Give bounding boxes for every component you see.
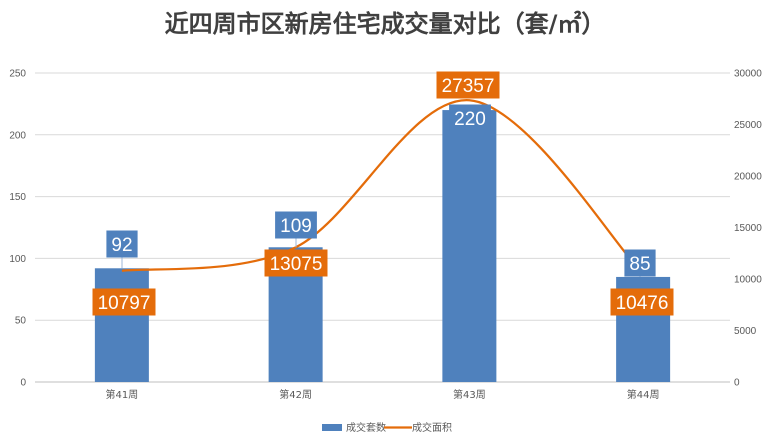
right-tick-label: 15000	[734, 223, 762, 234]
line-data-label: 13075	[270, 254, 323, 275]
line-path	[121, 99, 644, 275]
line-data-label-box	[264, 249, 328, 277]
category-label: 第44周	[627, 388, 660, 401]
left-tick-label: 0	[20, 378, 26, 389]
right-tick-label: 20000	[734, 172, 762, 183]
bar-data-label-box	[275, 211, 317, 239]
category-label: 第41周	[106, 388, 139, 401]
category-label: 第43周	[453, 388, 486, 401]
line-data-label-box	[610, 288, 674, 316]
line-data-label: 27357	[442, 76, 495, 97]
right-tick-label: 25000	[734, 120, 762, 131]
legend: 成交套数 成交面积	[322, 421, 452, 434]
bar	[94, 268, 149, 382]
bar-data-label: 109	[280, 216, 312, 237]
gridlines	[35, 72, 730, 383]
right-axis: 0 5000 10000 15000 20000 25000 30000	[734, 69, 762, 389]
left-tick-label: 200	[9, 130, 26, 141]
left-tick-label: 50	[15, 316, 27, 327]
right-tick-label: 0	[734, 378, 740, 389]
right-tick-label: 30000	[734, 69, 762, 80]
legend-label-line: 成交面积	[412, 421, 452, 434]
category-axis: 第41周 第42周 第43周 第44周	[106, 388, 660, 401]
right-tick-label: 10000	[734, 275, 762, 286]
bar-data-label-box	[624, 249, 656, 277]
left-tick-label: 100	[9, 254, 26, 265]
bar-data-label: 85	[629, 254, 650, 275]
line-data-label: 10797	[98, 293, 151, 314]
bar-data-label: 92	[111, 235, 132, 256]
line-data-label-box	[436, 71, 500, 99]
legend-swatch-bar	[322, 424, 342, 431]
bar-data-label-box	[449, 104, 491, 132]
chart-title: 近四周市区新房住宅成交量对比（套/㎡）	[165, 10, 606, 38]
data-labels: 92 109 220 85 10797 13075 27357 10476	[92, 71, 674, 316]
category-label: 第42周	[279, 388, 312, 401]
left-tick-label: 150	[9, 192, 26, 203]
bar-data-label-box	[106, 230, 138, 258]
left-axis: 0 50 100 150 200 250	[9, 69, 26, 389]
bar-data-label: 220	[454, 109, 486, 130]
line-data-label-box	[92, 288, 156, 316]
left-tick-label: 250	[9, 69, 26, 80]
right-tick-label: 5000	[734, 326, 757, 337]
legend-label-bar: 成交套数	[346, 421, 386, 434]
bar-series	[94, 110, 671, 382]
line-series	[121, 99, 644, 275]
line-data-label: 10476	[616, 293, 669, 314]
bar	[442, 110, 497, 382]
